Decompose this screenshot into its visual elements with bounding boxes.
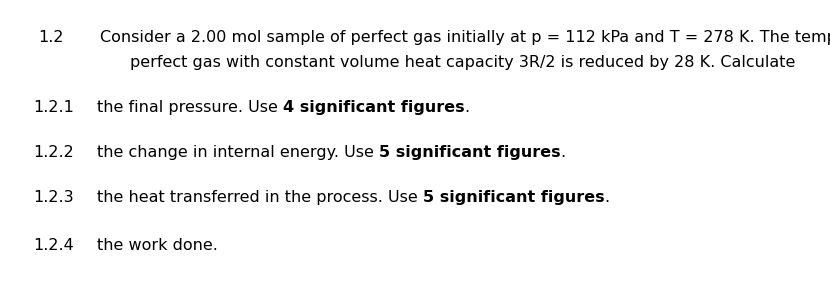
Text: 5 significant figures: 5 significant figures xyxy=(422,190,604,205)
Text: 1.2.2: 1.2.2 xyxy=(33,145,74,160)
Text: the heat transferred in the process. Use: the heat transferred in the process. Use xyxy=(97,190,422,205)
Text: 5 significant figures: 5 significant figures xyxy=(379,145,560,160)
Text: the change in internal energy. Use: the change in internal energy. Use xyxy=(97,145,379,160)
Text: .: . xyxy=(465,100,470,115)
Text: .: . xyxy=(560,145,566,160)
Text: 1.2.3: 1.2.3 xyxy=(33,190,74,205)
Text: 1.2.1: 1.2.1 xyxy=(33,100,74,115)
Text: Consider a 2.00 mol sample of perfect gas initially at p = 112 kPa and T = 278 K: Consider a 2.00 mol sample of perfect ga… xyxy=(100,30,830,45)
Text: the work done.: the work done. xyxy=(97,238,217,253)
Text: .: . xyxy=(604,190,609,205)
Text: the final pressure. Use: the final pressure. Use xyxy=(97,100,283,115)
Text: perfect gas with constant volume heat capacity 3R/2 is reduced by 28 K. Calculat: perfect gas with constant volume heat ca… xyxy=(130,55,795,70)
Text: 1.2.4: 1.2.4 xyxy=(33,238,74,253)
Text: 1.2: 1.2 xyxy=(38,30,64,45)
Text: 4 significant figures: 4 significant figures xyxy=(283,100,465,115)
